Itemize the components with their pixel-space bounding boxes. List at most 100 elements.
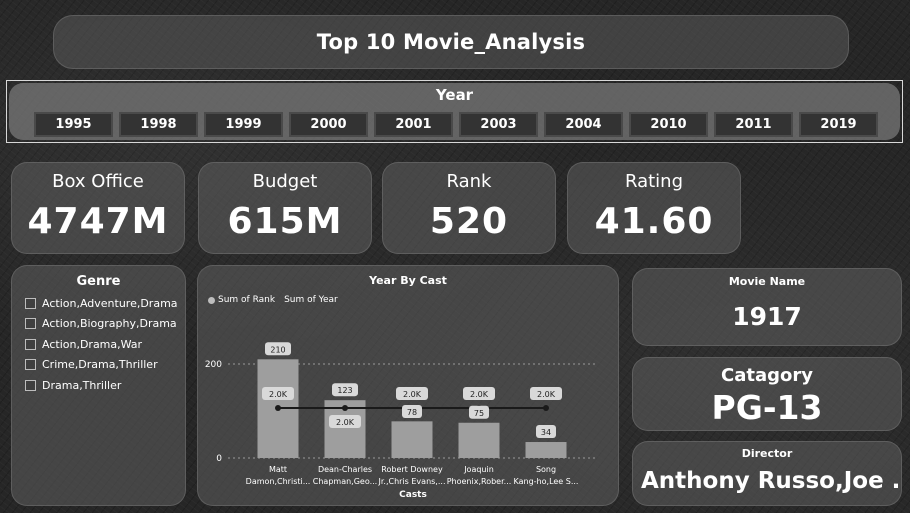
chart-title: Year By Cast: [369, 274, 447, 287]
line-point: [275, 405, 281, 411]
y-tick-label: 0: [216, 454, 222, 464]
chart-legend: Sum of Rank Sum of Year: [208, 295, 347, 305]
bar-data-label: 75: [474, 409, 484, 418]
year-button-2003[interactable]: 2003: [459, 112, 538, 137]
line-data-label-box: [329, 415, 361, 428]
line-data-label: 2.0K: [470, 390, 489, 399]
movie-name-card: Movie Name 1917: [632, 268, 902, 346]
x-tick-label: Dean-Charles: [318, 465, 372, 474]
x-tick-label: Matt: [269, 465, 287, 474]
year-by-cast-chart: Year By Cast Sum of Rank Sum of Year 200…: [197, 265, 619, 506]
genre-slicer: Genre Action,Adventure,Drama Action,Biog…: [11, 265, 186, 506]
line-data-label: 2.0K: [336, 418, 355, 427]
x-axis-label: Casts: [399, 490, 427, 500]
kpi-rating: Rating 41.60: [567, 162, 741, 254]
checkbox[interactable]: [25, 318, 36, 329]
bar-sum-of-rank: [458, 422, 500, 458]
kpi-label: Budget: [252, 171, 318, 192]
movie-name-value: 1917: [732, 302, 802, 331]
bar-data-label-box: [469, 405, 489, 419]
kpi-value: 520: [429, 201, 509, 242]
line-data-label: 2.0K: [403, 390, 422, 399]
line-point: [342, 405, 348, 411]
genre-slicer-title: Genre: [76, 274, 121, 289]
genre-option-label: Action,Biography,Drama: [42, 317, 177, 330]
line-data-label-box: [530, 387, 562, 400]
kpi-value: 615M: [227, 201, 343, 242]
year-button-1998[interactable]: 1998: [119, 112, 198, 137]
genre-option-label: Action,Adventure,Drama: [42, 297, 178, 310]
x-tick-label: Chapman,Geo...: [313, 477, 377, 486]
genre-option[interactable]: Drama,Thriller: [25, 379, 121, 392]
checkbox[interactable]: [25, 380, 36, 391]
legend-item[interactable]: Sum of Year: [284, 295, 338, 305]
genre-option-label: Crime,Drama,Thriller: [42, 358, 158, 371]
genre-option[interactable]: Action,Biography,Drama: [25, 317, 177, 330]
year-slicer-frame: Year 1995 1998 1999 2000 2001 2003 2004 2010 201…: [6, 80, 903, 143]
kpi-label: Rank: [446, 171, 492, 192]
genre-option[interactable]: Action,Adventure,Drama: [25, 297, 178, 310]
category-value: PG-13: [711, 388, 823, 427]
year-button-1995[interactable]: 1995: [34, 112, 113, 137]
kpi-value: 4747M: [27, 201, 169, 242]
legend-marker: [208, 296, 215, 304]
x-tick-label: Jr.,Chris Evans,...: [378, 477, 446, 486]
genre-option-label: Drama,Thriller: [42, 379, 122, 392]
kpi-box-office: Box Office 4747M: [11, 162, 185, 254]
legend-item[interactable]: Sum of Rank: [208, 295, 275, 305]
bar-data-label: 210: [270, 345, 285, 354]
report-title-card: Top 10 Movie_Analysis: [53, 15, 849, 69]
kpi-label: Rating: [624, 171, 684, 192]
director-card: Director Anthony Russo,Joe ...: [632, 441, 902, 506]
line-data-label: 2.0K: [269, 390, 288, 399]
year-button-2011[interactable]: 2011: [714, 112, 793, 137]
line-point: [543, 405, 549, 411]
year-button-2010[interactable]: 2010: [629, 112, 708, 137]
year-button-2001[interactable]: 2001: [374, 112, 453, 137]
chart-plot: 200 0 210 2.0K Matt Damon,Christi... 123 2.0K De…: [205, 342, 598, 500]
bar-data-label: 123: [337, 386, 352, 395]
line-data-label-box: [396, 387, 428, 400]
kpi-budget: Budget 615M: [198, 162, 372, 254]
year-slicer: Year 1995 1998 1999 2000 2001 2003 2004 2010 201…: [9, 83, 900, 140]
y-tick-label: 200: [205, 360, 222, 370]
bar-data-label: 34: [541, 428, 551, 437]
line-data-label: 2.0K: [537, 390, 556, 399]
year-button-2019[interactable]: 2019: [799, 112, 878, 137]
x-tick-label: Song: [536, 465, 556, 474]
genre-option[interactable]: Crime,Drama,Thriller: [25, 358, 158, 371]
bar-data-label-box: [332, 383, 358, 397]
legend-label: Sum of Rank: [218, 295, 276, 305]
bar-data-label-box: [265, 342, 291, 356]
kpi-value: 41.60: [594, 201, 714, 242]
checkbox[interactable]: [25, 359, 36, 370]
year-button-2004[interactable]: 2004: [544, 112, 623, 137]
genre-option[interactable]: Action,Drama,War: [25, 338, 142, 351]
category-card: Catagory PG-13: [632, 357, 902, 431]
bar-data-label-box: [536, 425, 556, 439]
x-tick-label: Damon,Christi...: [246, 477, 311, 486]
line-data-label-box: [262, 387, 294, 400]
bar-sum-of-rank: [525, 442, 567, 458]
kpi-rank: Rank 520: [382, 162, 556, 254]
bar-data-label: 78: [407, 408, 417, 417]
line-data-label-box: [463, 387, 495, 400]
checkbox[interactable]: [25, 339, 36, 350]
x-tick-label: Phoenix,Rober...: [447, 477, 512, 486]
legend-label: Sum of Year: [284, 295, 338, 305]
movie-name-label: Movie Name: [728, 275, 806, 288]
x-tick-label: Joaquin: [463, 465, 494, 474]
director-value: Anthony Russo,Joe ...: [641, 468, 901, 494]
year-button-1999[interactable]: 1999: [204, 112, 283, 137]
x-tick-label: Robert Downey: [381, 465, 443, 474]
bar-sum-of-rank: [391, 421, 433, 458]
category-label: Catagory: [721, 365, 813, 386]
kpi-label: Box Office: [52, 171, 144, 192]
bar-data-label-box: [402, 405, 422, 418]
x-tick-label: Kang-ho,Lee S...: [514, 477, 579, 486]
year-button-2000[interactable]: 2000: [289, 112, 368, 137]
director-label: Director: [741, 447, 793, 460]
genre-option-label: Action,Drama,War: [42, 338, 143, 351]
report-title: Top 10 Movie_Analysis: [316, 30, 586, 54]
checkbox[interactable]: [25, 298, 36, 309]
